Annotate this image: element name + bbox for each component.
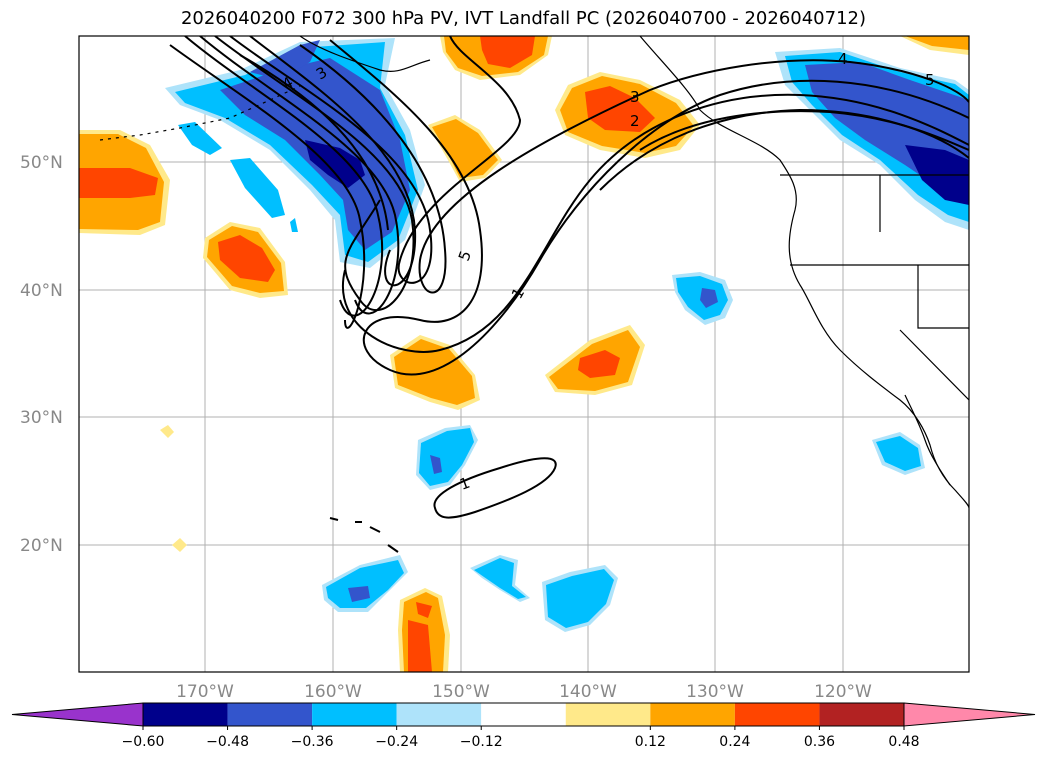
neg-blob-gulf-of-alaska <box>305 140 365 188</box>
contour-line-outer <box>342 93 969 353</box>
contour-line-outer <box>599 108 969 191</box>
aleutians <box>99 85 301 141</box>
colorbar-tick-label: −0.60 <box>122 734 165 750</box>
neg-blob-streak <box>178 122 222 155</box>
lat-label: 50°N <box>20 153 63 173</box>
map-frame <box>78 35 970 673</box>
pos-blob-hawaii <box>416 602 432 618</box>
contour-label: 5 <box>925 71 935 89</box>
colorbar: −0.60 −0.48 −0.36 −0.24 −0.12 0.12 0.24 0.36 0.4… <box>11 702 1036 750</box>
hawaii-islands <box>329 517 399 553</box>
neg-blob-central <box>700 288 718 308</box>
colorbar-segment <box>481 703 566 726</box>
colorbar-segment <box>227 703 313 726</box>
lat-label: 20°N <box>20 536 63 556</box>
neg-blob-hawaii-west <box>326 560 404 608</box>
colorbar-extend-high <box>903 702 1036 727</box>
colorbar-tick-label: 0.48 <box>888 734 919 750</box>
contour-label: 3 <box>630 88 640 106</box>
colorbar-segment <box>650 703 735 726</box>
contour-line-outer <box>329 39 969 376</box>
pos-blob-tiny <box>160 425 174 438</box>
contour-line <box>249 36 417 287</box>
contour-line-outer <box>639 110 969 151</box>
neg-blob-hawaii-far-east <box>546 569 614 628</box>
neg-blob-streak <box>230 158 285 218</box>
colorbar-tick-label: 0.12 <box>635 734 666 750</box>
pos-blob-west <box>218 235 275 282</box>
colorbar-segment <box>734 703 820 726</box>
contour-line <box>184 36 384 317</box>
neg-blob-hawaii-east <box>474 558 526 599</box>
pos-blob-north-central <box>480 36 535 68</box>
negative-anomaly-shading <box>165 38 969 632</box>
lon-label: 130°W <box>686 682 744 702</box>
colorbar-tick-label: −0.24 <box>375 734 418 750</box>
colorbar-tick-label: 0.24 <box>719 734 750 750</box>
colorbar-extend-low <box>11 702 144 727</box>
contour-label: 2 <box>630 112 640 130</box>
colorbar-segment <box>396 703 482 726</box>
neg-blob-gulf-of-alaska <box>250 40 320 80</box>
contour-line <box>169 44 366 329</box>
pos-blob-northeast-corner <box>905 36 969 50</box>
state-border <box>790 175 969 401</box>
map-plot-area: 5 1 1 3 2 4 5 4 3 <box>79 36 969 672</box>
colorbar-segment <box>143 703 228 726</box>
graticule <box>79 36 969 672</box>
neg-blob-hawaii-west <box>348 586 370 602</box>
lat-label: 40°N <box>20 281 63 301</box>
lon-label: 170°W <box>176 682 234 702</box>
contour-line-closed <box>433 457 557 519</box>
alaska-coast <box>299 36 431 72</box>
map-title: 2026040200 F072 300 hPa PV, IVT Landfall… <box>180 8 867 29</box>
colorbar-border <box>142 702 905 727</box>
lon-label: 140°W <box>559 682 617 702</box>
pos-blob-midlat <box>394 339 475 405</box>
colorbar-segment <box>819 703 904 726</box>
pos-blob-east-central <box>578 350 620 378</box>
colorbar-tick-label: −0.48 <box>206 734 249 750</box>
longitude-labels: 170°W 160°W 150°W 140°W 130°W 120°W <box>176 682 872 702</box>
baja-coast <box>904 394 951 486</box>
pos-blob-dateline <box>79 168 158 198</box>
lat-label: 30°N <box>20 408 63 428</box>
neg-blob-streak <box>290 218 298 232</box>
colorbar-tick-label: 0.36 <box>804 734 835 750</box>
contour-line-outer <box>299 44 969 294</box>
lon-label: 160°W <box>304 682 362 702</box>
contour-label: 4 <box>838 50 848 68</box>
coastlines <box>99 36 969 553</box>
contour-line <box>239 54 389 231</box>
colorbar-segment <box>312 703 397 726</box>
contour-line <box>199 36 400 315</box>
neg-blob-california <box>876 436 921 471</box>
positive-anomaly-shading <box>79 36 969 672</box>
pos-blob-hawaii <box>408 620 432 672</box>
pos-blob-gulf <box>585 86 655 132</box>
colorbar-tick-label: −0.36 <box>291 734 334 750</box>
neg-blob-subtropical <box>430 455 442 474</box>
latitude-labels: 50°N 40°N 30°N 20°N <box>20 153 63 556</box>
colorbar-tick-label: −0.12 <box>460 734 503 750</box>
lon-label: 150°W <box>432 682 490 702</box>
contour-line <box>229 36 522 284</box>
pos-blob-tiny <box>172 538 187 552</box>
neg-blob-subtropical <box>419 428 474 486</box>
colorbar-segment <box>565 703 651 726</box>
lon-label: 120°W <box>814 682 872 702</box>
ivt-contours <box>169 36 969 519</box>
